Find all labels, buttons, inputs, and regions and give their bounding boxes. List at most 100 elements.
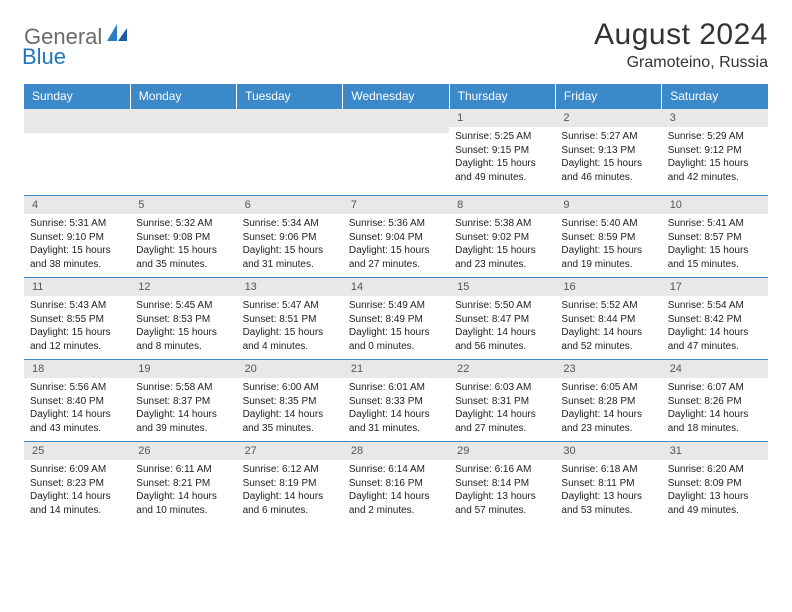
daylight-text: Daylight: 14 hours and 18 minutes. [668,408,762,435]
calendar-cell: 5Sunrise: 5:32 AMSunset: 9:08 PMDaylight… [130,196,236,278]
day-number: 1 [449,109,555,127]
daylight-text: Daylight: 15 hours and 49 minutes. [455,157,549,184]
sunset-text: Sunset: 8:51 PM [243,313,337,327]
empty-day [130,109,236,133]
calendar-week-row: 25Sunrise: 6:09 AMSunset: 8:23 PMDayligh… [24,442,768,524]
sunrise-text: Sunrise: 6:09 AM [30,463,124,477]
calendar-cell: 22Sunrise: 6:03 AMSunset: 8:31 PMDayligh… [449,360,555,442]
day-number: 2 [555,109,661,127]
sunrise-text: Sunrise: 6:07 AM [668,381,762,395]
day-number: 30 [555,442,661,460]
sunset-text: Sunset: 8:11 PM [561,477,655,491]
day-number: 22 [449,360,555,378]
sunset-text: Sunset: 8:42 PM [668,313,762,327]
daylight-text: Daylight: 15 hours and 31 minutes. [243,244,337,271]
daylight-text: Daylight: 15 hours and 42 minutes. [668,157,762,184]
calendar-cell: 16Sunrise: 5:52 AMSunset: 8:44 PMDayligh… [555,278,661,360]
calendar-week-row: 4Sunrise: 5:31 AMSunset: 9:10 PMDaylight… [24,196,768,278]
sunset-text: Sunset: 8:35 PM [243,395,337,409]
day-content: Sunrise: 5:50 AMSunset: 8:47 PMDaylight:… [449,296,555,359]
sunrise-text: Sunrise: 5:25 AM [455,130,549,144]
calendar-cell: 20Sunrise: 6:00 AMSunset: 8:35 PMDayligh… [237,360,343,442]
day-number: 10 [662,196,768,214]
day-content: Sunrise: 5:49 AMSunset: 8:49 PMDaylight:… [343,296,449,359]
calendar-cell: 2Sunrise: 5:27 AMSunset: 9:13 PMDaylight… [555,109,661,196]
logo-blue-wrap: Blue [24,44,66,70]
title-block: August 2024 Gramoteino, Russia [594,18,768,72]
sunrise-text: Sunrise: 5:38 AM [455,217,549,231]
empty-content [343,133,449,195]
day-number: 28 [343,442,449,460]
day-content: Sunrise: 5:45 AMSunset: 8:53 PMDaylight:… [130,296,236,359]
sunset-text: Sunset: 8:28 PM [561,395,655,409]
daylight-text: Daylight: 14 hours and 39 minutes. [136,408,230,435]
daylight-text: Daylight: 14 hours and 31 minutes. [349,408,443,435]
daylight-text: Daylight: 14 hours and 52 minutes. [561,326,655,353]
daylight-text: Daylight: 15 hours and 8 minutes. [136,326,230,353]
daylight-text: Daylight: 14 hours and 43 minutes. [30,408,124,435]
sunset-text: Sunset: 8:59 PM [561,231,655,245]
sunrise-text: Sunrise: 5:27 AM [561,130,655,144]
daylight-text: Daylight: 14 hours and 27 minutes. [455,408,549,435]
logo-text-blue: Blue [22,44,66,69]
calendar-cell: 9Sunrise: 5:40 AMSunset: 8:59 PMDaylight… [555,196,661,278]
daylight-text: Daylight: 15 hours and 19 minutes. [561,244,655,271]
day-content: Sunrise: 5:47 AMSunset: 8:51 PMDaylight:… [237,296,343,359]
sunset-text: Sunset: 8:57 PM [668,231,762,245]
sunrise-text: Sunrise: 6:18 AM [561,463,655,477]
calendar-cell: 10Sunrise: 5:41 AMSunset: 8:57 PMDayligh… [662,196,768,278]
calendar-page: General August 2024 Gramoteino, Russia B… [0,0,792,541]
sunrise-text: Sunrise: 5:41 AM [668,217,762,231]
day-number: 11 [24,278,130,296]
daylight-text: Daylight: 14 hours and 35 minutes. [243,408,337,435]
daylight-text: Daylight: 14 hours and 56 minutes. [455,326,549,353]
day-content: Sunrise: 5:31 AMSunset: 9:10 PMDaylight:… [24,214,130,277]
sunset-text: Sunset: 8:53 PM [136,313,230,327]
daylight-text: Daylight: 14 hours and 23 minutes. [561,408,655,435]
day-header: Tuesday [237,84,343,109]
day-content: Sunrise: 5:25 AMSunset: 9:15 PMDaylight:… [449,127,555,190]
day-number: 27 [237,442,343,460]
day-number: 18 [24,360,130,378]
sunrise-text: Sunrise: 5:52 AM [561,299,655,313]
day-content: Sunrise: 5:52 AMSunset: 8:44 PMDaylight:… [555,296,661,359]
day-number: 9 [555,196,661,214]
sunrise-text: Sunrise: 5:54 AM [668,299,762,313]
sunrise-text: Sunrise: 6:05 AM [561,381,655,395]
empty-day [343,109,449,133]
daylight-text: Daylight: 15 hours and 27 minutes. [349,244,443,271]
page-header: General August 2024 Gramoteino, Russia [24,18,768,72]
sunset-text: Sunset: 8:37 PM [136,395,230,409]
calendar-cell: 27Sunrise: 6:12 AMSunset: 8:19 PMDayligh… [237,442,343,524]
daylight-text: Daylight: 13 hours and 57 minutes. [455,490,549,517]
calendar-cell: 23Sunrise: 6:05 AMSunset: 8:28 PMDayligh… [555,360,661,442]
day-number: 19 [130,360,236,378]
day-number: 16 [555,278,661,296]
day-header: Sunday [24,84,130,109]
daylight-text: Daylight: 15 hours and 35 minutes. [136,244,230,271]
calendar-cell: 19Sunrise: 5:58 AMSunset: 8:37 PMDayligh… [130,360,236,442]
daylight-text: Daylight: 15 hours and 23 minutes. [455,244,549,271]
day-content: Sunrise: 6:07 AMSunset: 8:26 PMDaylight:… [662,378,768,441]
sunset-text: Sunset: 8:26 PM [668,395,762,409]
daylight-text: Daylight: 15 hours and 38 minutes. [30,244,124,271]
calendar-cell: 18Sunrise: 5:56 AMSunset: 8:40 PMDayligh… [24,360,130,442]
day-number: 29 [449,442,555,460]
day-content: Sunrise: 5:29 AMSunset: 9:12 PMDaylight:… [662,127,768,190]
day-header: Monday [130,84,236,109]
calendar-cell: 3Sunrise: 5:29 AMSunset: 9:12 PMDaylight… [662,109,768,196]
day-content: Sunrise: 5:32 AMSunset: 9:08 PMDaylight:… [130,214,236,277]
day-number: 24 [662,360,768,378]
calendar-cell: 17Sunrise: 5:54 AMSunset: 8:42 PMDayligh… [662,278,768,360]
calendar-cell [24,109,130,196]
day-number: 3 [662,109,768,127]
daylight-text: Daylight: 15 hours and 46 minutes. [561,157,655,184]
sunset-text: Sunset: 8:31 PM [455,395,549,409]
sunset-text: Sunset: 8:09 PM [668,477,762,491]
sunset-text: Sunset: 8:14 PM [455,477,549,491]
day-number: 20 [237,360,343,378]
sunset-text: Sunset: 8:47 PM [455,313,549,327]
day-number: 21 [343,360,449,378]
day-header: Wednesday [343,84,449,109]
day-header: Friday [555,84,661,109]
